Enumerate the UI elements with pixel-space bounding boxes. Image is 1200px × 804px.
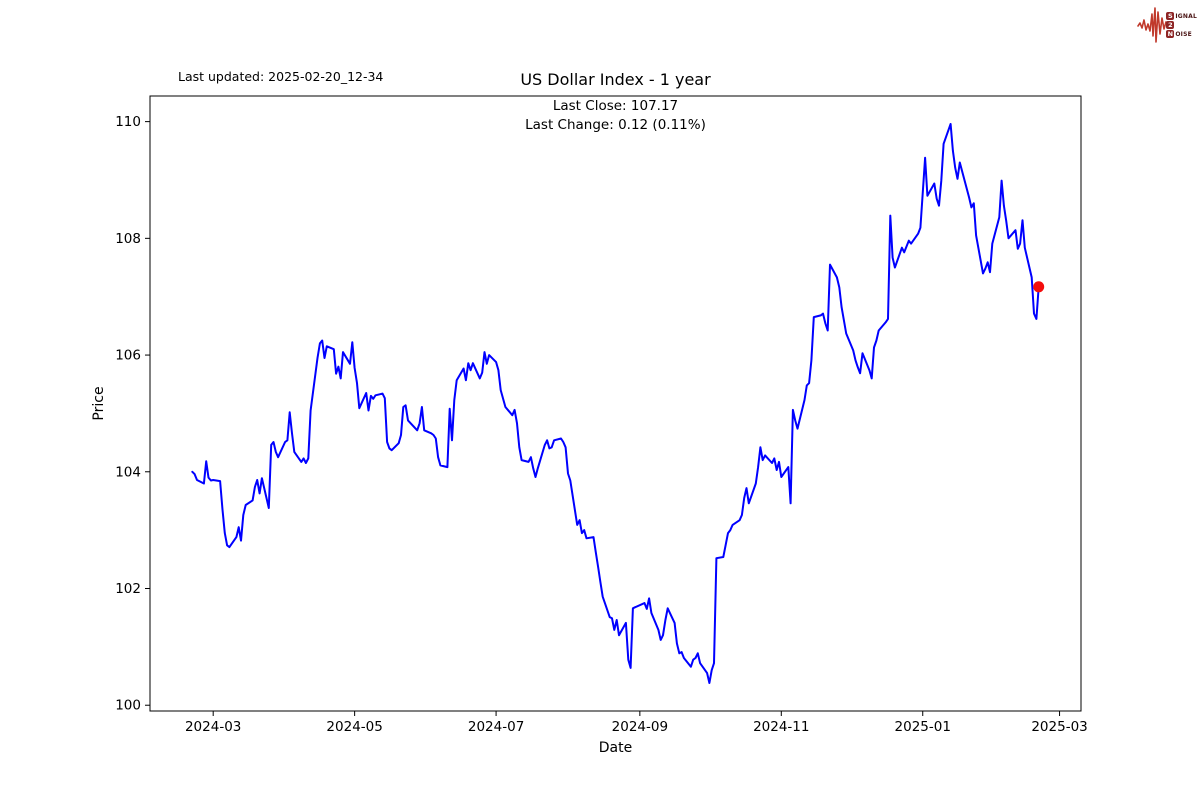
x-tick-label: 2024-03: [185, 719, 241, 735]
signal2noise-logo: S IGNAL 2 N OISE: [1137, 4, 1197, 46]
page-title: US Dollar Index - 1 year: [520, 70, 711, 89]
last-updated-text: Last updated: 2025-02-20_12-34: [178, 69, 384, 84]
logo-letterbox-s: S: [1166, 11, 1175, 20]
last-price-dot: [1033, 281, 1045, 293]
x-tick-label: 2025-01: [895, 719, 951, 735]
x-tick-label: 2024-11: [753, 719, 809, 735]
y-tick-label: 102: [115, 581, 141, 597]
chart-subtitle: Last Close: 107.17 Last Change: 0.12 (0.…: [150, 97, 1081, 134]
y-axis-label: Price: [91, 386, 107, 420]
logo-row-noise: N OISE: [1166, 30, 1197, 38]
x-tick-label: 2024-07: [468, 719, 524, 735]
x-tick-label: 2024-05: [326, 719, 382, 735]
y-tick-label: 106: [115, 348, 141, 364]
y-tick-label: 108: [115, 231, 141, 247]
x-axis-label: Date: [599, 740, 632, 756]
logo-letterbox-n: N: [1166, 29, 1175, 38]
logo-row-signal: S IGNAL: [1166, 12, 1197, 20]
logo-rest-oise: OISE: [1175, 30, 1192, 38]
plot-border: [149, 95, 1082, 712]
last-change-text: Last Change: 0.12 (0.11%): [525, 116, 706, 133]
logo-letterbox-2: 2: [1166, 20, 1175, 29]
x-tick-label: 2025-03: [1031, 719, 1087, 735]
price-line: [191, 123, 1040, 684]
y-tick-label: 110: [115, 114, 141, 130]
x-tick-label: 2024-09: [612, 719, 668, 735]
logo-rest-ignal: IGNAL: [1175, 12, 1197, 20]
last-close-text: Last Close: 107.17: [552, 98, 679, 114]
y-tick-label: 104: [115, 464, 141, 480]
logo-row-2: 2: [1166, 21, 1197, 29]
logo-text: S IGNAL 2 N OISE: [1166, 12, 1197, 38]
y-tick-label: 100: [115, 698, 141, 714]
